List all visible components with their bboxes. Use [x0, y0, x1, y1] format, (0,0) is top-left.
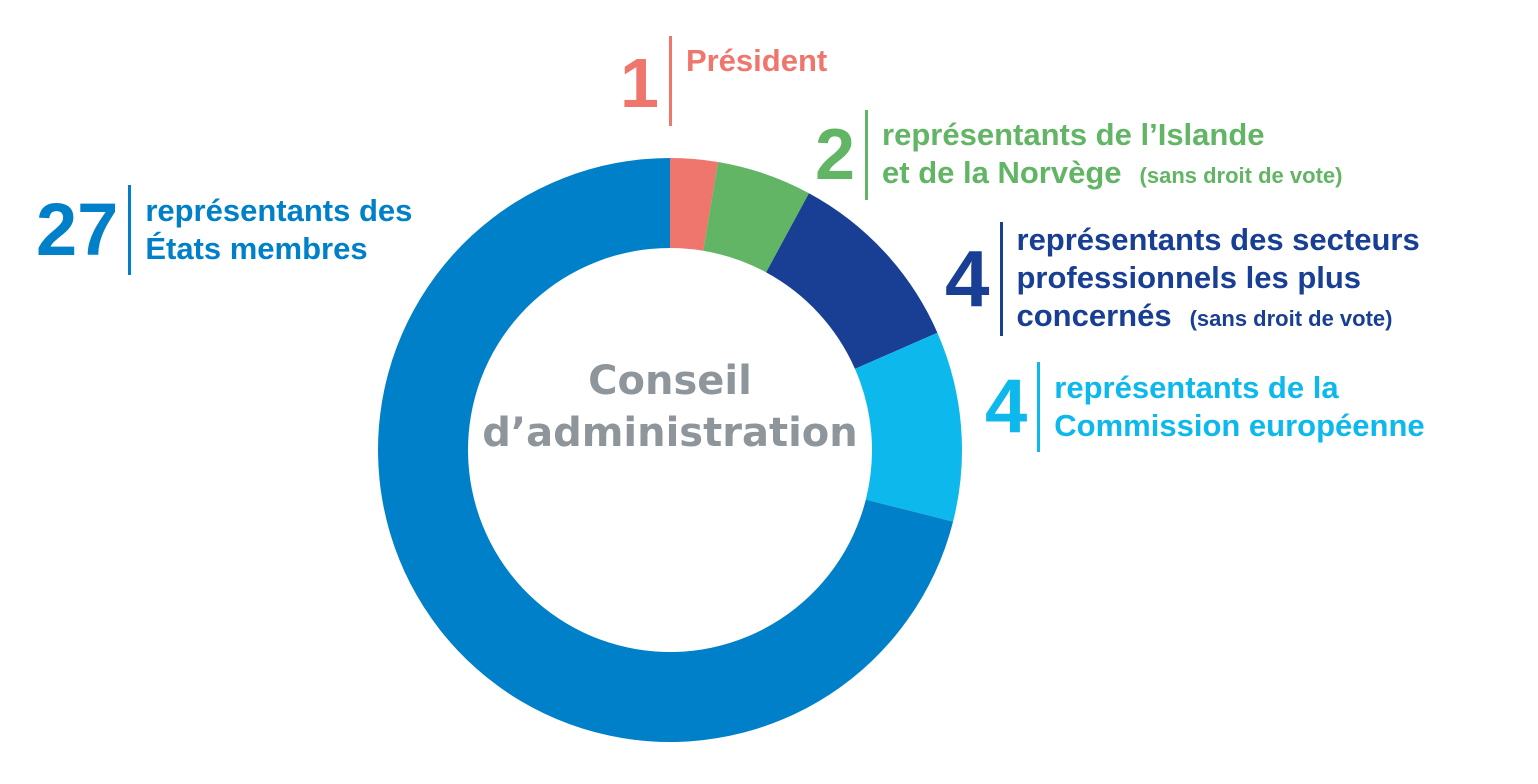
label-text-line2: et de la Norvège	[882, 154, 1122, 190]
label-text-line1: représentants des	[145, 193, 413, 228]
divider	[1037, 362, 1041, 452]
label-text-line1: représentants de l’Islande	[882, 116, 1265, 152]
divider	[865, 110, 869, 200]
label-text-line2: professionnels les plus	[1016, 259, 1362, 295]
donut-segment-professional-sectors	[766, 193, 938, 369]
label-text-line3: concernés	[1016, 297, 1172, 333]
donut-segment-iceland-norway	[703, 161, 809, 273]
count-professional-sectors: 4	[945, 234, 990, 323]
label-text-line1: représentants de la	[1054, 370, 1339, 405]
center-title-line2: d’administration	[482, 410, 858, 456]
donut-segment-president	[670, 158, 719, 251]
label-president: 1 Président	[620, 36, 827, 126]
count-commission: 4	[985, 364, 1028, 449]
label-text-line1: représentants des secteurs	[1016, 221, 1420, 257]
count-member-states: 27	[36, 188, 119, 271]
divider	[668, 36, 672, 126]
label-professional-sectors: 4 représentants des secteurs professionn…	[945, 222, 1420, 336]
donut-segment-commission	[854, 332, 963, 522]
label-text-line2: États membres	[145, 231, 368, 266]
label-iceland-norway: 2 représentants de l’Islande et de la No…	[815, 110, 1342, 200]
label-text: Président	[685, 43, 828, 78]
no-vote-note: (sans droit de vote)	[1139, 162, 1343, 188]
label-member-states: 27 représentants des États membres	[36, 185, 412, 275]
center-title-line1: Conseil	[588, 358, 752, 404]
divider	[999, 222, 1003, 336]
label-text-line2: Commission européenne	[1054, 408, 1425, 443]
label-commission: 4 représentants de la Commission europée…	[985, 362, 1425, 452]
no-vote-note: (sans droit de vote)	[1189, 305, 1393, 331]
count-iceland-norway: 2	[815, 115, 856, 195]
count-president: 1	[620, 44, 659, 122]
chart-center-title: Conseil d’administration	[470, 355, 870, 459]
donut-segment-member-states	[377, 158, 954, 742]
divider	[128, 185, 132, 275]
